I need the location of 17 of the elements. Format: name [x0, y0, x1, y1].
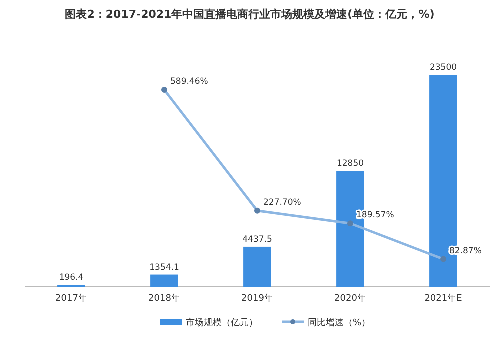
data-label: 23500 [430, 63, 458, 73]
legend-label: 同比增速（%） [308, 318, 371, 328]
data-label: 589.46% [170, 77, 208, 87]
x-tick-label: 2019年 [242, 293, 274, 304]
bar [150, 274, 178, 287]
x-tick-label: 2017年 [56, 293, 88, 304]
bar [244, 246, 272, 287]
x-tick-label: 2020年 [334, 293, 366, 304]
data-label: 196.4 [59, 273, 84, 284]
legend-label: 市场规模（亿元） [186, 318, 258, 328]
x-tick-label: 2018年 [148, 293, 180, 304]
data-label: 227.70% [264, 198, 302, 208]
data-label: 1354.1 [150, 262, 180, 273]
chart-title: 图表2：2017-2021年中国直播电商行业市场规模及增速(单位：亿元，%) [65, 8, 435, 21]
data-label: 12850 [336, 159, 364, 170]
data-label: 4437.5 [242, 234, 272, 245]
x-tick-label: 2021年E [424, 293, 463, 304]
